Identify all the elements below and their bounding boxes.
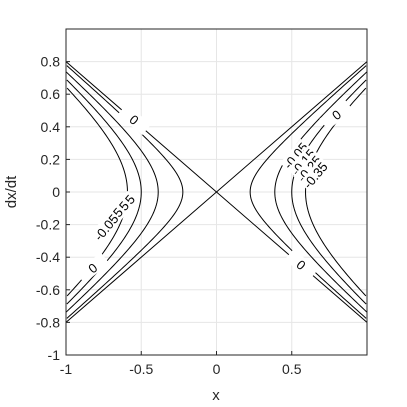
y-tick-label: 0.6 bbox=[41, 86, 61, 102]
x-tick-label: 0.5 bbox=[282, 361, 302, 377]
contour-label-background bbox=[279, 138, 312, 173]
contour-label-background bbox=[319, 99, 354, 130]
x-tick-label: 0 bbox=[213, 361, 221, 377]
y-tick-label: -0.6 bbox=[36, 282, 60, 298]
contour-label-background bbox=[117, 103, 152, 136]
axis-ticks: -1 -0.5 0 0.5 -1 -0.8 -0.6 -0.4 -0.2 0 0.2 0.4 0.6 0.… bbox=[36, 54, 302, 377]
contour-line bbox=[65, 71, 159, 313]
y-tick-label: -0.2 bbox=[36, 217, 60, 233]
contour-label-background bbox=[299, 158, 331, 192]
y-tick-label: -0.4 bbox=[36, 249, 60, 265]
y-tick-label: 0.8 bbox=[41, 54, 61, 70]
y-axis-label: dx/dt bbox=[3, 175, 20, 208]
x-axis-label: x bbox=[212, 387, 220, 404]
contour-line bbox=[249, 65, 367, 319]
y-tick-label: 0.2 bbox=[41, 151, 61, 167]
y-tick-label: -0.8 bbox=[36, 314, 60, 330]
contour-label-background bbox=[90, 210, 122, 244]
y-tick-label: -1 bbox=[48, 347, 61, 363]
x-tick-label: -1 bbox=[60, 361, 73, 377]
contour-label-background bbox=[293, 151, 325, 186]
y-tick-label: 0.4 bbox=[41, 119, 61, 135]
contour-line bbox=[274, 71, 368, 313]
contour-label-background bbox=[75, 252, 110, 284]
y-tick-label: 0 bbox=[52, 184, 60, 200]
contour-line bbox=[66, 65, 184, 319]
contour-label-background bbox=[287, 145, 319, 179]
contour-line-0 bbox=[65, 61, 368, 323]
contour-label-background bbox=[284, 248, 319, 281]
x-tick-label: -0.5 bbox=[129, 361, 153, 377]
